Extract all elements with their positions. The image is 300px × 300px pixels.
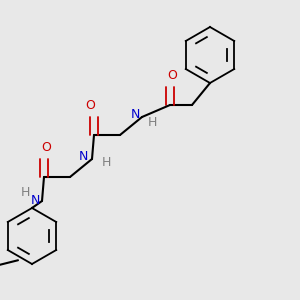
Text: N: N bbox=[79, 151, 88, 164]
Text: O: O bbox=[85, 99, 95, 112]
Text: N: N bbox=[31, 194, 40, 208]
Text: H: H bbox=[148, 116, 158, 130]
Text: H: H bbox=[102, 157, 111, 169]
Text: N: N bbox=[130, 109, 140, 122]
Text: O: O bbox=[167, 69, 177, 82]
Text: H: H bbox=[21, 187, 30, 200]
Text: O: O bbox=[41, 141, 51, 154]
